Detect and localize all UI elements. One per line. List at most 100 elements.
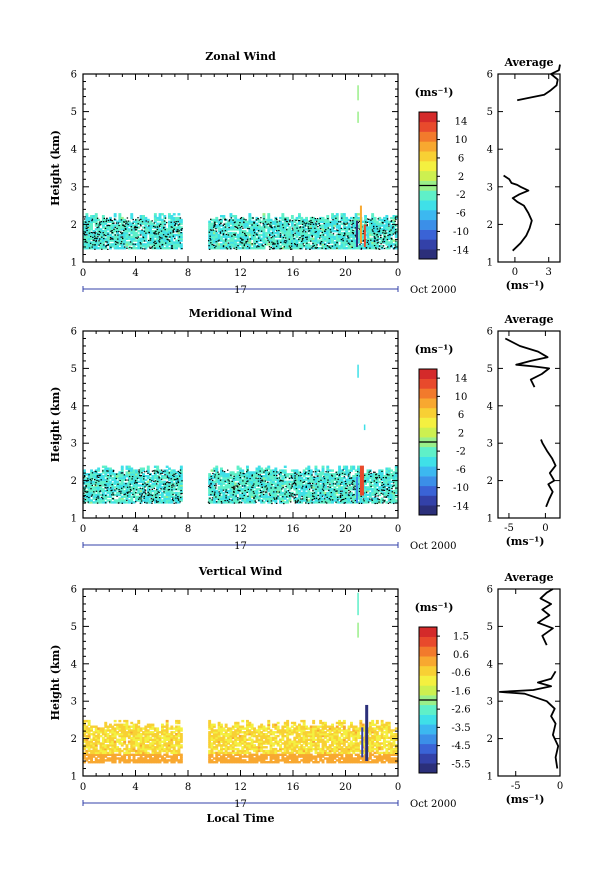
heatmap-cell bbox=[281, 216, 285, 220]
contour-speck bbox=[213, 244, 215, 246]
heatmap-cell bbox=[130, 213, 134, 216]
heatmap-cell bbox=[130, 501, 134, 504]
heatmap-cell bbox=[326, 473, 330, 476]
contour-speck bbox=[346, 222, 349, 224]
contour-speck bbox=[224, 230, 227, 232]
heatmap-cell bbox=[170, 243, 174, 246]
contour-speck bbox=[296, 244, 298, 246]
contour-speck bbox=[155, 496, 157, 498]
heatmap-cell bbox=[135, 224, 138, 227]
heatmap-cell bbox=[90, 489, 93, 493]
heatmap-cell bbox=[279, 484, 282, 487]
heatmap-cell bbox=[83, 493, 86, 497]
heatmap-cell bbox=[326, 241, 330, 244]
heatmap-cell bbox=[220, 235, 223, 239]
contour-speck bbox=[178, 230, 180, 232]
contour-speck bbox=[276, 242, 279, 244]
heatmap-cell bbox=[127, 222, 131, 225]
heatmap-cell bbox=[305, 218, 308, 222]
heatmap-cell bbox=[175, 484, 178, 487]
contour-speck bbox=[368, 473, 370, 475]
contour-speck bbox=[208, 248, 211, 250]
heatmap-cell bbox=[104, 226, 108, 229]
heatmap-cell bbox=[314, 501, 318, 504]
heatmap-cell bbox=[135, 247, 138, 250]
heatmap-cell bbox=[222, 228, 226, 231]
heatmap-cell bbox=[321, 245, 325, 248]
heatmap-cell bbox=[375, 235, 379, 239]
heatmap-cell bbox=[288, 233, 292, 237]
heatmap-cell bbox=[255, 480, 259, 483]
colorbar-swatch bbox=[419, 239, 437, 250]
contour-speck bbox=[131, 229, 133, 231]
contour-speck bbox=[291, 220, 294, 222]
heatmap-cell bbox=[335, 213, 339, 216]
heatmap-cell bbox=[220, 495, 223, 498]
heatmap-cell bbox=[87, 216, 91, 220]
heatmap-cell bbox=[222, 215, 226, 218]
heatmap-cell bbox=[220, 239, 223, 242]
heatmap-cell bbox=[371, 245, 375, 248]
heatmap-cell bbox=[227, 247, 230, 250]
contour-speck bbox=[215, 230, 217, 232]
heatmap-cell bbox=[276, 220, 280, 223]
heatmap-cell bbox=[338, 475, 341, 478]
x-tick-label: 20 bbox=[339, 268, 352, 279]
heatmap-cell bbox=[113, 224, 117, 227]
heatmap-cell bbox=[137, 495, 141, 498]
contour-speck bbox=[328, 237, 330, 240]
heatmap-cell bbox=[101, 480, 105, 483]
heatmap-cell bbox=[281, 241, 285, 244]
heatmap-cell bbox=[172, 476, 176, 480]
contour-speck bbox=[91, 218, 94, 220]
contour-speck bbox=[253, 232, 256, 234]
heatmap-cell bbox=[127, 228, 131, 231]
contour-speck bbox=[291, 486, 293, 488]
heatmap-cell bbox=[227, 243, 230, 246]
heatmap-cell bbox=[345, 218, 349, 222]
heatmap-cell bbox=[243, 247, 247, 250]
contour-speck bbox=[163, 226, 165, 228]
heatmap-cell bbox=[286, 484, 290, 487]
profile-y-tick-label: 6 bbox=[487, 70, 493, 81]
heatmap-cell bbox=[307, 228, 311, 231]
heatmap-cell bbox=[231, 228, 235, 231]
contour-speck bbox=[211, 479, 214, 482]
contour-speck bbox=[142, 237, 145, 239]
contour-speck bbox=[123, 221, 126, 223]
heatmap-cell bbox=[139, 245, 143, 248]
heatmap-cell bbox=[338, 482, 341, 485]
heatmap-cell bbox=[380, 218, 384, 222]
contour-speck bbox=[367, 243, 370, 245]
heatmap-cell bbox=[248, 230, 252, 233]
heatmap-cell bbox=[208, 488, 212, 491]
heatmap-cell bbox=[383, 220, 386, 223]
heatmap-cell bbox=[350, 216, 353, 220]
heatmap-cell bbox=[264, 493, 268, 497]
contour-speck bbox=[369, 498, 371, 500]
contour-speck bbox=[105, 246, 107, 248]
heatmap-cell bbox=[123, 247, 127, 250]
heatmap-cell bbox=[314, 469, 318, 472]
heatmap-cell bbox=[118, 476, 122, 480]
heatmap-cell bbox=[236, 224, 240, 227]
heatmap-cell bbox=[217, 491, 221, 495]
heatmap-cell bbox=[156, 499, 160, 502]
heatmap-cell bbox=[248, 484, 252, 487]
contour-speckles bbox=[83, 469, 396, 505]
contour-speck bbox=[342, 238, 344, 240]
heatmap-cell bbox=[222, 247, 226, 250]
heatmap-cell bbox=[127, 495, 131, 498]
heatmap-cell bbox=[352, 475, 356, 478]
column-bar bbox=[357, 85, 359, 101]
contour-speck bbox=[111, 237, 113, 239]
heatmap-cell bbox=[274, 469, 278, 472]
contour-speck bbox=[375, 477, 377, 479]
contour-speck bbox=[343, 498, 345, 500]
contour-speck bbox=[370, 485, 372, 487]
heatmap-cell bbox=[383, 241, 386, 244]
heatmap-cell bbox=[215, 471, 219, 474]
heatmap-cell bbox=[340, 476, 344, 480]
heatmap-cell bbox=[165, 497, 169, 500]
heatmap-cell bbox=[156, 478, 160, 482]
